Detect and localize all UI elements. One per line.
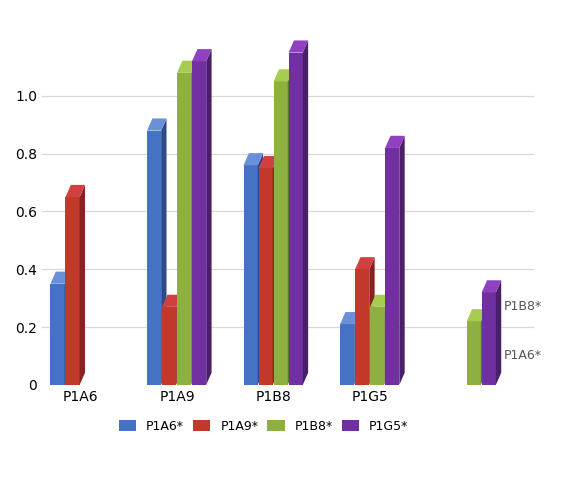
Polygon shape [177, 61, 196, 73]
Polygon shape [467, 309, 486, 321]
Polygon shape [243, 153, 263, 165]
Polygon shape [191, 61, 196, 385]
Polygon shape [243, 165, 257, 385]
Polygon shape [192, 49, 211, 61]
Polygon shape [66, 197, 80, 385]
Polygon shape [340, 324, 354, 385]
Polygon shape [467, 321, 481, 385]
Polygon shape [206, 49, 211, 385]
Polygon shape [273, 156, 278, 385]
Polygon shape [385, 136, 404, 148]
Polygon shape [288, 69, 293, 385]
Polygon shape [259, 168, 273, 385]
Polygon shape [399, 136, 404, 385]
Polygon shape [257, 153, 263, 385]
Polygon shape [370, 295, 390, 307]
Polygon shape [162, 307, 176, 385]
Polygon shape [259, 156, 278, 168]
Polygon shape [162, 295, 182, 307]
Legend: P1A6*, P1A9*, P1B8*, P1G5*: P1A6*, P1A9*, P1B8*, P1G5* [113, 415, 413, 438]
Polygon shape [161, 119, 167, 385]
Polygon shape [192, 61, 206, 385]
Polygon shape [274, 69, 293, 82]
Polygon shape [355, 269, 369, 385]
Polygon shape [177, 73, 191, 385]
Polygon shape [176, 295, 182, 385]
Polygon shape [274, 82, 288, 385]
Polygon shape [65, 272, 70, 385]
Polygon shape [384, 295, 390, 385]
Polygon shape [385, 148, 399, 385]
Polygon shape [482, 280, 501, 292]
Polygon shape [66, 185, 85, 197]
Polygon shape [355, 257, 375, 269]
Polygon shape [50, 272, 70, 284]
Polygon shape [288, 52, 303, 385]
Polygon shape [354, 312, 360, 385]
Polygon shape [370, 307, 384, 385]
Text: P1A6*: P1A6* [504, 349, 542, 363]
Text: P1B8*: P1B8* [504, 300, 542, 313]
Polygon shape [80, 185, 85, 385]
Polygon shape [340, 312, 360, 324]
Polygon shape [147, 119, 167, 130]
Polygon shape [496, 280, 501, 385]
Polygon shape [303, 41, 308, 385]
Polygon shape [147, 130, 161, 385]
Polygon shape [369, 257, 375, 385]
Polygon shape [288, 41, 308, 52]
Polygon shape [481, 309, 486, 385]
Polygon shape [482, 292, 496, 385]
Polygon shape [50, 284, 65, 385]
